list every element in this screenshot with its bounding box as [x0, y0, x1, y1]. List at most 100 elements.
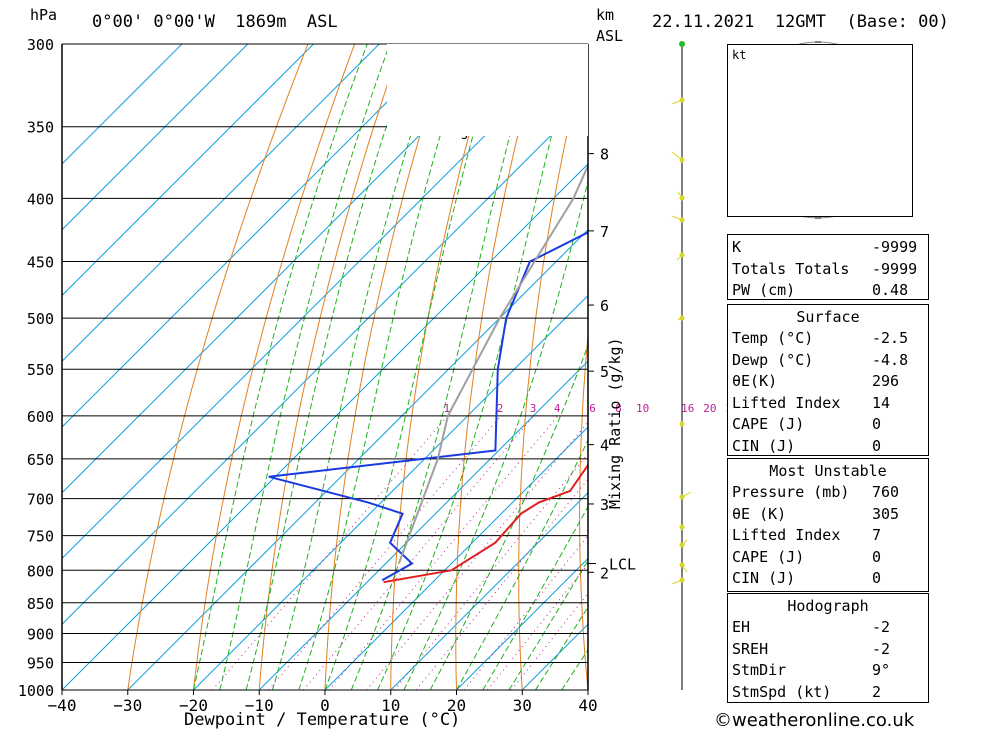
mixing-ratio-tick-label: 16 — [681, 402, 694, 415]
dry-adiabat-line — [639, 44, 681, 690]
table-row: StmDir 9° — [732, 661, 928, 682]
x-tick-label: 0 — [320, 696, 330, 715]
isotherm-line — [62, 97, 588, 625]
wind-barb — [681, 564, 688, 573]
pressure-tick-label: 800 — [27, 562, 54, 580]
mixing-ratio-tick-label: 3 — [530, 402, 537, 415]
table-key: θE(K) — [732, 372, 778, 390]
hodograph-unit: kt — [732, 48, 747, 62]
km-tick-label: 2 — [600, 564, 609, 582]
isotherm-line — [62, 44, 249, 231]
table-row: Lifted Index 7 — [732, 526, 928, 547]
wind-barb — [676, 254, 683, 261]
wind-barb — [671, 215, 683, 221]
dry-adiabat-line — [258, 44, 402, 690]
header-location: 0°00' 0°00'W 1869m ASL — [92, 12, 338, 32]
table-key: CIN (J) — [732, 436, 796, 455]
table-value: 760 — [872, 483, 900, 501]
pressure-tick-label: 900 — [27, 625, 54, 643]
km-tick-label: 5 — [600, 363, 609, 381]
pressure-tick-label: 600 — [27, 408, 54, 426]
isotherm-line — [324, 426, 588, 690]
table-row: Dewp (°C) -4.8 — [732, 351, 928, 372]
table-key: CAPE (J) — [732, 415, 805, 433]
table-title: Surface — [796, 308, 860, 326]
indices-table: K -9999 Totals Totals -9999 PW (cm) 0.48 — [727, 234, 929, 300]
table-value: 305 — [872, 504, 900, 523]
header-hpa: hPa — [30, 6, 58, 24]
dry-adiabat-line — [390, 44, 495, 690]
table-value: -2 — [872, 639, 891, 658]
table-row: CIN (J) 0 — [732, 437, 928, 458]
table-key: StmDir — [732, 661, 787, 679]
hodograph-panel: kt — [727, 44, 913, 217]
legend — [387, 44, 588, 136]
dry-adiabat-line — [696, 44, 728, 690]
isotherm-line — [127, 229, 588, 690]
isotherm-line — [390, 492, 588, 690]
table-key: Temp (°C) — [732, 329, 814, 347]
x-tick-label: 40 — [578, 696, 597, 715]
header-km: km — [596, 6, 615, 24]
header-datetime: 22.11.2021 12GMT (Base: 00) — [652, 12, 949, 32]
table-key: SREH — [732, 639, 769, 658]
table-key: Pressure (mb) — [732, 483, 850, 501]
table-value: -9999 — [872, 238, 918, 256]
pressure-tick-label: 1000 — [18, 682, 54, 700]
series-temperature — [383, 463, 588, 584]
pressure-tick-label: 450 — [27, 254, 54, 272]
isotherm-line — [62, 44, 314, 297]
wet-adiabat-line — [324, 44, 500, 690]
dry-adiabat-line — [193, 44, 356, 690]
wet-adiabat-line — [482, 505, 588, 690]
isotherm-line — [62, 44, 446, 428]
mixing-ratio-tick-label: 10 — [636, 402, 649, 415]
table-row: CAPE (J) 0 — [732, 415, 928, 436]
table-key: K — [732, 238, 742, 256]
isotherm-line — [456, 557, 588, 690]
wind-barb — [671, 151, 683, 161]
isotherm-line — [62, 44, 577, 560]
x-tick-label: 20 — [447, 696, 466, 715]
km-tick-label: 6 — [600, 297, 609, 315]
mixing-ratio-tick-label: 8 — [615, 402, 622, 415]
table-key: CIN (J) — [732, 569, 796, 587]
x-tick-label: −20 — [179, 696, 208, 715]
wet-adiabat-line — [193, 44, 368, 690]
isotherm-line — [62, 44, 183, 165]
table-key: Lifted Index — [732, 526, 841, 544]
mixing-ratio-tick-label: 6 — [589, 402, 596, 415]
table-row: PW (cm) 0.48 — [732, 281, 928, 302]
table-value: 9° — [872, 661, 891, 679]
series-parcel-trajectory — [397, 163, 588, 564]
x-tick-label: −40 — [48, 696, 77, 715]
x-tick-label: −10 — [245, 696, 274, 715]
table-value: 2 — [872, 682, 882, 701]
pressure-tick-label: 400 — [27, 190, 54, 208]
table-row: θE (K) 305 — [732, 505, 928, 526]
pressure-tick-label: 550 — [27, 361, 54, 379]
hodograph-table: Hodograph EH -2 SREH -2 StmDir 9° StmSpd (kt) 2 — [727, 593, 929, 703]
dry-adiabat-line — [958, 44, 1000, 690]
series-dewpoint — [268, 231, 588, 582]
table-row: θE(K) 296 — [732, 372, 928, 393]
table-key: Lifted Index — [732, 393, 841, 412]
mixing-ratio-tick-label: 4 — [554, 402, 561, 415]
table-row: StmSpd (kt) 2 — [732, 683, 928, 704]
table-value: 296 — [872, 372, 900, 390]
mixing-ratio-line — [268, 415, 502, 690]
isotherm-line — [258, 360, 588, 690]
wind-barb — [681, 539, 688, 546]
table-value: 7 — [872, 526, 882, 544]
table-key: CAPE (J) — [732, 547, 805, 566]
table-key: StmSpd (kt) — [732, 682, 832, 701]
pressure-tick-label: 500 — [27, 310, 54, 328]
wind-barb — [671, 99, 683, 105]
dry-adiabat-line — [324, 44, 449, 690]
table-value: 0 — [872, 436, 882, 455]
table-value: -9999 — [872, 259, 918, 278]
lcl-label: LCL — [609, 556, 636, 574]
isotherm-line — [62, 44, 380, 362]
footer-copyright[interactable]: ©weatheronline.co.uk — [714, 710, 915, 731]
isotherm-line — [62, 44, 512, 494]
